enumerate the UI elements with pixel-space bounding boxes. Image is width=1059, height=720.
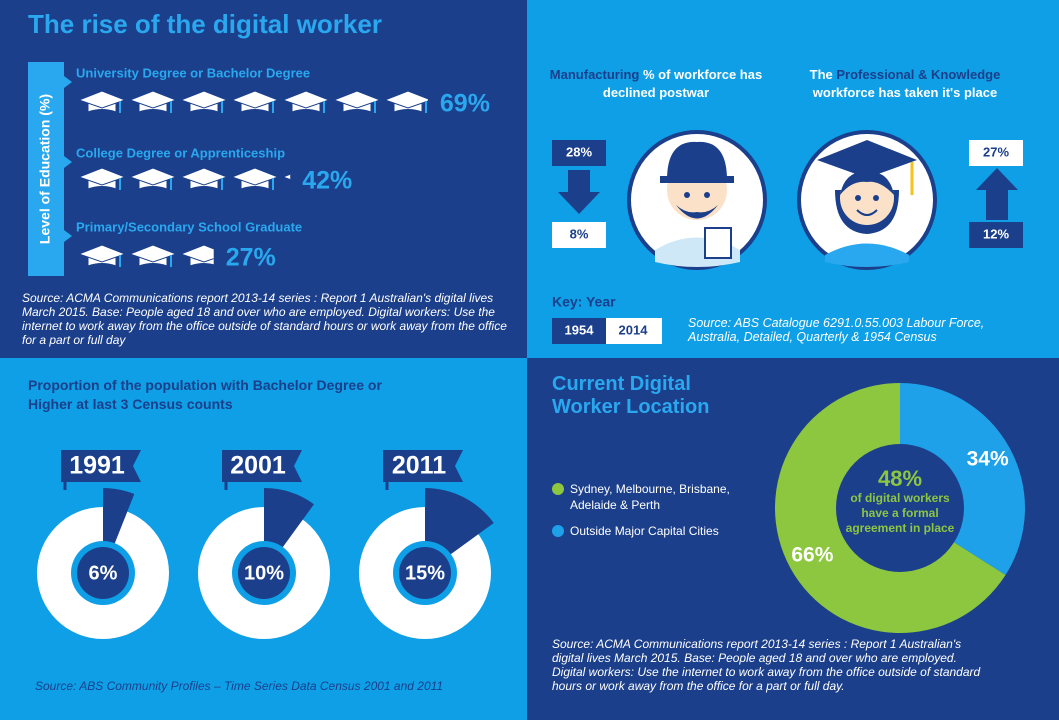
cap-top: [281, 173, 291, 181]
flag: [222, 450, 302, 482]
value-label: 27%: [983, 144, 1009, 159]
flag-year: 1991: [69, 452, 125, 480]
pointer: [64, 76, 72, 88]
value-label: 8%: [570, 226, 589, 241]
value-label: 28%: [566, 144, 592, 159]
key-year: 2014: [619, 322, 649, 337]
legend-label: Sydney, Melbourne, Brisbane, Adelaide & …: [570, 482, 730, 512]
axis-label: Level of Education (%): [37, 94, 53, 244]
heading: Manufacturing % of workforce has decline…: [536, 66, 776, 102]
pie-center: [399, 547, 451, 599]
cap-top: [77, 90, 127, 109]
cap-top: [128, 90, 178, 109]
flag-year: 2011: [392, 452, 446, 480]
graduate-icon: [797, 130, 937, 270]
flag-year: 2001: [230, 452, 286, 480]
cap-row: [77, 167, 291, 190]
cap-top: [179, 90, 229, 109]
cap-top: [332, 90, 382, 109]
value-label: 27%: [226, 244, 276, 272]
value-label: 12%: [983, 226, 1009, 241]
cap-row: [77, 90, 428, 113]
cap-top: [179, 244, 214, 263]
axis-bar: [28, 62, 64, 276]
heading-part: Professional & Knowledge: [836, 67, 1001, 82]
value-box: [969, 222, 1023, 248]
pointer: [64, 156, 72, 168]
flag: [61, 450, 141, 482]
heading-part: The: [809, 67, 833, 82]
key-year: 1954: [565, 322, 595, 337]
cap-top: [179, 167, 229, 186]
source: Source: ABS Community Profiles – Time Se…: [35, 679, 444, 693]
source: Source: ACMA Communications report 2013-…: [22, 291, 507, 347]
cap-top: [128, 244, 178, 263]
donut-label: 66%: [791, 544, 833, 567]
pie-label: 10%: [244, 562, 284, 584]
source: Source: ACMA Communications report 2013-…: [552, 637, 981, 693]
pie-center: [238, 547, 290, 599]
location-title: Current Digital Worker Location: [552, 373, 710, 418]
cap-top: [77, 167, 127, 186]
cap-top: [230, 90, 280, 109]
pie-label: 6%: [89, 562, 118, 584]
title: The rise of the digital worker: [28, 9, 382, 39]
legend-dot: [552, 483, 564, 495]
center-value: 48%: [878, 466, 922, 491]
row-label: Primary/Secondary School Graduate: [76, 219, 302, 234]
row-label: University Degree or Bachelor Degree: [76, 65, 310, 80]
value-box: [969, 140, 1023, 166]
cap-top: [230, 167, 280, 186]
pie-label: 15%: [405, 562, 445, 584]
value-box: [552, 222, 606, 248]
legend-label: Outside Major Capital Cities: [570, 524, 719, 538]
source: Source: ABS Catalogue 6291.0.55.003 Labo…: [688, 316, 985, 344]
donut-hole: [836, 444, 964, 572]
cap-top: [281, 90, 331, 109]
arrow-down: [558, 170, 600, 214]
value-label: 42%: [302, 167, 352, 195]
cap-top: [383, 90, 428, 109]
heading-part: % of workforce has declined postwar: [602, 67, 763, 100]
cap-row: [77, 244, 214, 267]
value-label: 69%: [440, 90, 490, 118]
center-text: of digital workers have a formal agreeme…: [845, 491, 955, 535]
panel: [527, 0, 1059, 358]
pointer: [64, 230, 72, 242]
legend-dot: [552, 525, 564, 537]
donut-label: 34%: [967, 447, 1009, 470]
cap-top: [77, 244, 127, 263]
flag: [383, 450, 463, 482]
census-title: Proportion of the population with Bachel…: [28, 377, 382, 412]
worker-icon: [627, 130, 767, 270]
row-label: College Degree or Apprenticeship: [76, 145, 285, 160]
pie-center: [77, 547, 129, 599]
key-box: [606, 318, 662, 344]
key-box: [552, 318, 606, 344]
cap-top: [128, 167, 178, 186]
heading-part: workforce has taken it's place: [812, 85, 998, 100]
key-label: Key: Year: [552, 294, 616, 310]
heading: The Professional & Knowledge workforce h…: [785, 66, 1025, 102]
arrow-up: [976, 168, 1018, 220]
heading-part: Manufacturing: [549, 67, 640, 82]
value-box: [552, 140, 606, 166]
